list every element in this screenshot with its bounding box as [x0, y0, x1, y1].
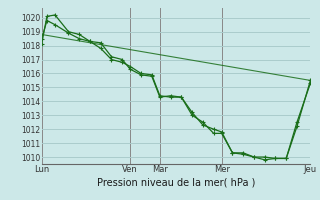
X-axis label: Pression niveau de la mer( hPa ): Pression niveau de la mer( hPa ) [97, 177, 255, 187]
